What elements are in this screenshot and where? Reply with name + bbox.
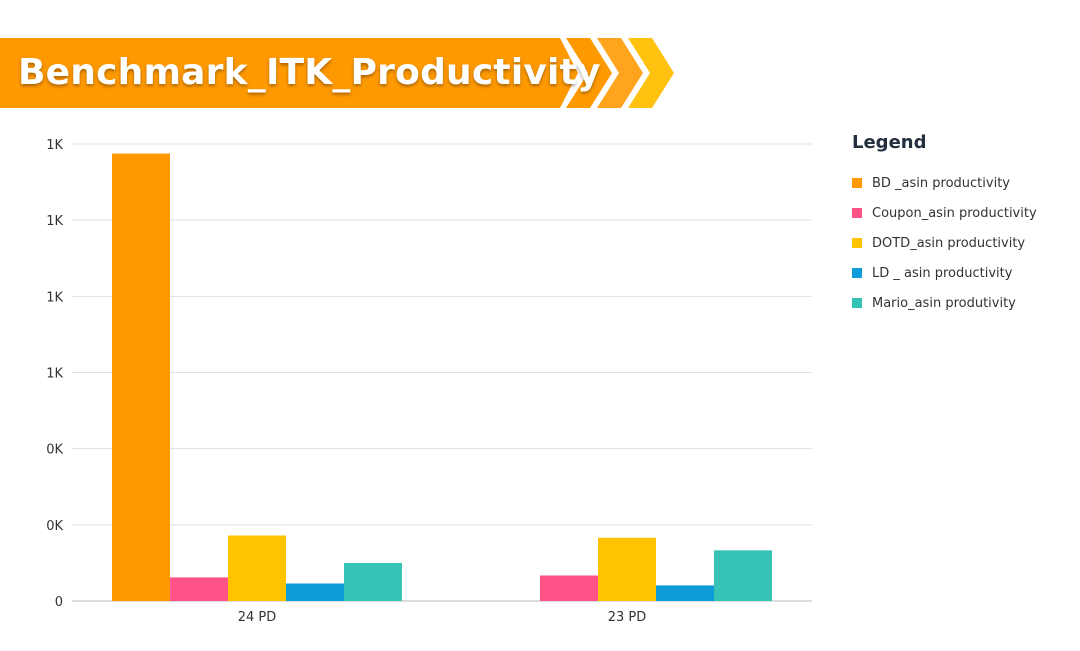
y-tick-label: 0K — [46, 443, 63, 458]
y-tick-label: 1K — [46, 214, 63, 229]
bar[interactable] — [344, 562, 402, 601]
bar[interactable] — [540, 575, 598, 601]
y-tick-label: 0K — [46, 519, 63, 534]
legend-swatch — [852, 208, 862, 218]
bar[interactable] — [170, 577, 228, 601]
chart-bars — [112, 153, 772, 602]
legend-swatch — [852, 298, 862, 308]
legend-item[interactable]: Mario_asin produtivity — [852, 288, 1072, 318]
y-tick-label: 1K — [46, 290, 63, 305]
y-tick-label: 0 — [55, 595, 63, 610]
chevron-icon — [628, 38, 674, 108]
bar[interactable] — [714, 550, 772, 601]
bar[interactable] — [286, 583, 344, 601]
legend-item[interactable]: DOTD_asin productivity — [852, 228, 1072, 258]
chart-gridlines — [72, 143, 812, 602]
bar[interactable] — [598, 537, 656, 601]
bar-chart: 0 0K 0K 1K 1K 1K 1K 24 PD 23 PD — [46, 138, 812, 625]
bar[interactable] — [228, 535, 286, 601]
legend-item[interactable]: Coupon_asin productivity — [852, 198, 1072, 228]
x-axis-ticks: 24 PD 23 PD — [238, 610, 647, 625]
chevron-icon — [566, 38, 612, 108]
legend-label: DOTD_asin productivity — [872, 235, 1026, 251]
bar[interactable] — [656, 585, 714, 601]
y-tick-label: 1K — [46, 138, 63, 153]
legend-item[interactable]: BD _asin productivity — [852, 168, 1072, 198]
x-tick-label: 23 PD — [608, 610, 647, 625]
banner-background — [0, 38, 578, 108]
legend-label: LD _ asin productivity — [872, 265, 1013, 281]
bar[interactable] — [112, 153, 170, 602]
legend-label: BD _asin productivity — [872, 175, 1010, 191]
legend-label: Mario_asin produtivity — [872, 295, 1016, 311]
legend-item[interactable]: LD _ asin productivity — [852, 258, 1072, 288]
title-banner — [0, 38, 674, 108]
y-tick-label: 1K — [46, 367, 63, 382]
chevron-icon — [597, 38, 643, 108]
chart-legend: Legend BD _asin productivity Coupon_asin … — [852, 132, 1072, 318]
legend-title: Legend — [852, 132, 927, 153]
page-title: Benchmark_ITK_Productivity — [18, 52, 601, 93]
legend-label: Coupon_asin productivity — [872, 205, 1037, 221]
y-axis-ticks: 0 0K 0K 1K 1K 1K 1K — [46, 138, 63, 610]
legend-swatch — [852, 178, 862, 188]
legend-items: BD _asin productivity Coupon_asin product… — [852, 168, 1072, 318]
legend-swatch — [852, 238, 862, 248]
legend-swatch — [852, 268, 862, 278]
x-tick-label: 24 PD — [238, 610, 277, 625]
